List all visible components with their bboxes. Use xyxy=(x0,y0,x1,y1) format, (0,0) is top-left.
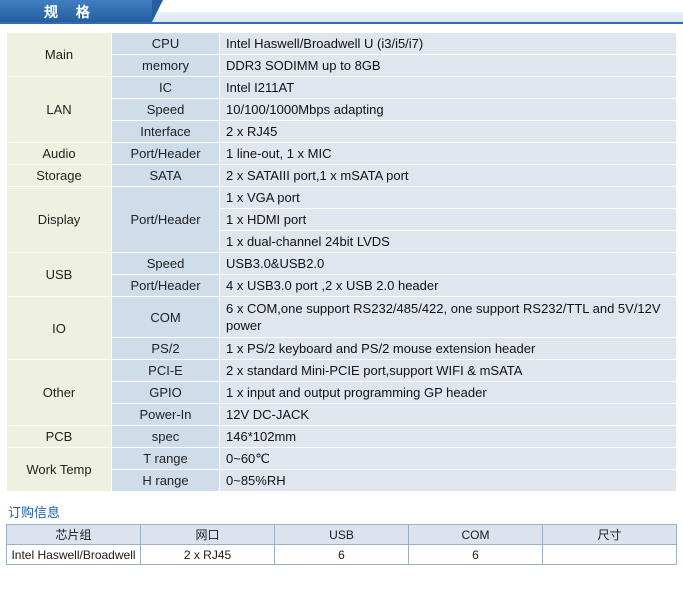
spec-subcategory-cell: spec xyxy=(111,425,220,448)
spec-row: PS/2 1 x PS/2 keyboard and PS/2 mouse ext… xyxy=(7,337,677,360)
spec-value-cell: 1 x VGA port xyxy=(219,186,677,209)
order-header-cell: USB xyxy=(274,524,409,545)
spec-category-cell: Display xyxy=(6,186,112,253)
spec-category-cell: USB xyxy=(6,252,112,297)
order-cell: Intel Haswell/Broadwell xyxy=(6,544,141,565)
spec-subcategory-cell: memory xyxy=(111,54,220,77)
specification-table: Main CPU Intel Haswell/Broadwell U (i3/i5/… xyxy=(6,32,677,492)
spec-row: IO COM 6 x COM,one support RS232/485/422, … xyxy=(6,296,677,360)
spec-row: 1 x HDMI port xyxy=(7,208,677,231)
spec-row: USB Speed USB3.0&USB2.0 xyxy=(6,252,677,297)
spec-category-cell: Work Temp xyxy=(6,447,112,492)
spec-subcategory-cell: Speed xyxy=(111,98,220,121)
order-header-row: 芯片组 网口 USB COM 尺寸 xyxy=(6,524,677,545)
spec-category-cell: Audio xyxy=(6,142,112,165)
spec-value-cell: 2 x SATAIII port,1 x mSATA port xyxy=(219,164,677,187)
order-header-cell: 尺寸 xyxy=(542,524,677,545)
spec-subcategory-cell: Speed xyxy=(111,252,220,275)
spec-subcategory-cell: GPIO xyxy=(111,381,220,404)
spec-row: LAN IC Intel I211AT xyxy=(6,76,677,143)
spec-row: Speed 10/100/1000Mbps adapting xyxy=(7,98,677,121)
spec-subcategory-cell: Port/Header xyxy=(111,142,220,165)
spec-subcategory-cell: SATA xyxy=(111,164,220,187)
spec-value-cell: 10/100/1000Mbps adapting xyxy=(219,98,677,121)
page-banner: 规 格 xyxy=(0,0,683,26)
order-cell xyxy=(542,544,677,565)
order-cell: 6 xyxy=(408,544,543,565)
order-table-wrapper: 芯片组 网口 USB COM 尺寸 Intel Haswell/Broadwell 2 x… xyxy=(0,524,683,565)
spec-value-cell: 1 x PS/2 keyboard and PS/2 mouse extensi… xyxy=(219,337,677,360)
spec-value-cell: 2 x RJ45 xyxy=(219,120,677,143)
spec-subcategory-cell: COM xyxy=(111,296,220,338)
spec-row: Other PCI-E 2 x standard Mini-PCIE port,su… xyxy=(6,359,677,426)
spec-subcategory-cell: Interface xyxy=(111,120,220,143)
banner-tab xyxy=(0,0,163,22)
spec-subcategory-cell: PCI-E xyxy=(111,359,220,382)
banner-background xyxy=(0,0,683,22)
spec-row: H range 0~85%RH xyxy=(7,469,677,492)
spec-value-cell: 1 x dual-channel 24bit LVDS xyxy=(219,230,677,253)
order-header-cell: 网口 xyxy=(140,524,275,545)
order-row: Intel Haswell/Broadwell 2 x RJ45 6 6 xyxy=(6,544,677,565)
spec-value-cell: 146*102mm xyxy=(219,425,677,448)
spec-value-cell: 1 x HDMI port xyxy=(219,208,677,231)
spec-subcategory-cell: T range xyxy=(111,447,220,470)
spec-subcategory-cell: Power-In xyxy=(111,403,220,426)
order-info-title: 订购信息 xyxy=(8,505,61,520)
spec-subcategory-cell: Port/Header xyxy=(111,186,220,253)
spec-row: Main CPU Intel Haswell/Broadwell U (i3/i5/… xyxy=(6,32,677,77)
spec-table-wrapper: Main CPU Intel Haswell/Broadwell U (i3/i5/… xyxy=(0,32,683,492)
spec-value-cell: 1 line-out, 1 x MIC xyxy=(219,142,677,165)
spec-value-cell: USB3.0&USB2.0 xyxy=(219,252,677,275)
spec-category-cell: PCB xyxy=(6,425,112,448)
spec-category-cell: Storage xyxy=(6,164,112,187)
spec-subcategory-cell: IC xyxy=(111,76,220,99)
spec-value-cell: 4 x USB3.0 port ,2 x USB 2.0 header xyxy=(219,274,677,297)
order-cell: 2 x RJ45 xyxy=(140,544,275,565)
order-header-cell: COM xyxy=(408,524,543,545)
specification-table-body: Main CPU Intel Haswell/Broadwell U (i3/i5/… xyxy=(6,32,677,492)
spec-subcategory-cell: Port/Header xyxy=(111,274,220,297)
spec-subcategory-cell: H range xyxy=(111,469,220,492)
spec-value-cell: 1 x input and output programming GP head… xyxy=(219,381,677,404)
spec-row: GPIO 1 x input and output programming GP … xyxy=(7,381,677,404)
order-info-head: 芯片组 网口 USB COM 尺寸 xyxy=(6,524,677,545)
spec-row: Port/Header 4 x USB3.0 port ,2 x USB 2.0 … xyxy=(7,274,677,297)
spec-row: Work Temp T range 0~60℃ xyxy=(6,447,677,492)
spec-value-cell: 6 x COM,one support RS232/485/422, one s… xyxy=(219,296,677,338)
banner-title: 规 格 xyxy=(44,4,97,20)
spec-value-cell: Intel I211AT xyxy=(219,76,677,99)
spec-category-cell: LAN xyxy=(6,76,112,143)
spec-value-cell: 0~60℃ xyxy=(219,447,677,470)
order-cell: 6 xyxy=(274,544,409,565)
order-info-table: 芯片组 网口 USB COM 尺寸 Intel Haswell/Broadwell 2 x… xyxy=(6,524,677,565)
banner-underline xyxy=(0,22,683,24)
spec-category-cell: IO xyxy=(6,296,112,360)
spec-value-cell: Intel Haswell/Broadwell U (i3/i5/i7) xyxy=(219,32,677,55)
spec-value-cell: 0~85%RH xyxy=(219,469,677,492)
spec-value-cell: 12V DC-JACK xyxy=(219,403,677,426)
spec-value-cell: 2 x standard Mini-PCIE port,support WIFI… xyxy=(219,359,677,382)
spec-row: PCB spec 146*102mm xyxy=(6,425,677,448)
order-info-body: Intel Haswell/Broadwell 2 x RJ45 6 6 xyxy=(6,544,677,565)
spec-category-cell: Other xyxy=(6,359,112,426)
order-header-cell: 芯片组 xyxy=(6,524,141,545)
spec-category-cell: Main xyxy=(6,32,112,77)
spec-row: Display Port/Header 1 x VGA port xyxy=(6,186,677,253)
spec-value-cell: DDR3 SODIMM up to 8GB xyxy=(219,54,677,77)
spec-row: Storage SATA 2 x SATAIII port,1 x mSATA po… xyxy=(6,164,677,187)
spec-subcategory-cell: PS/2 xyxy=(111,337,220,360)
spec-subcategory-cell: CPU xyxy=(111,32,220,55)
spec-row: Audio Port/Header 1 line-out, 1 x MIC xyxy=(6,142,677,165)
